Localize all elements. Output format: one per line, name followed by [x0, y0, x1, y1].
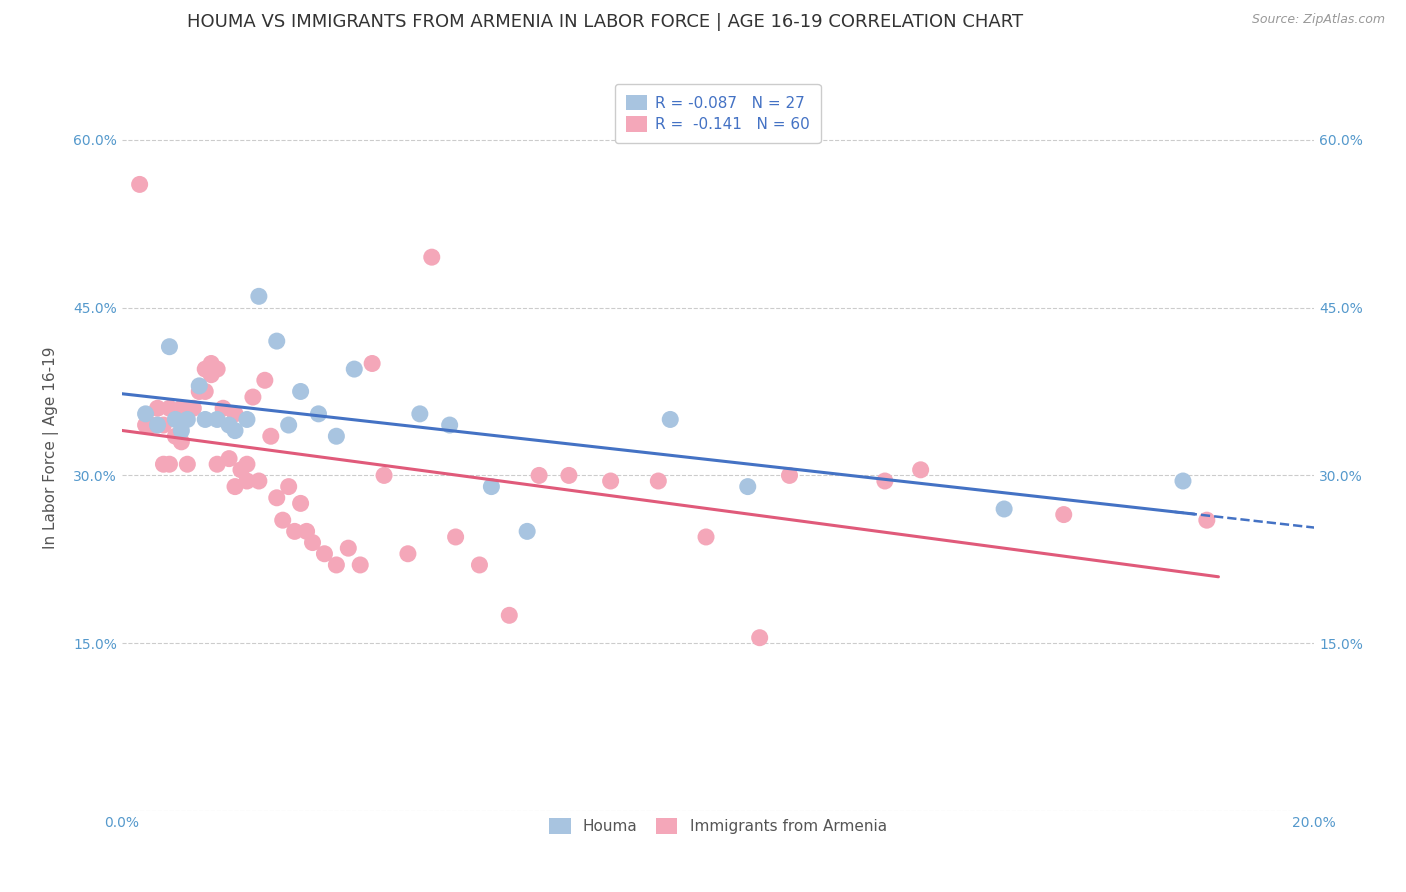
Point — [205, 362, 228, 376]
Point — [170, 424, 193, 438]
Point — [558, 468, 581, 483]
Point — [165, 412, 187, 426]
Point — [343, 362, 366, 376]
Point — [1195, 513, 1218, 527]
Point — [1171, 474, 1194, 488]
Point — [599, 474, 621, 488]
Point — [277, 480, 299, 494]
Point — [194, 362, 217, 376]
Point — [176, 457, 198, 471]
Point — [200, 368, 222, 382]
Point — [253, 373, 276, 387]
Point — [361, 356, 384, 370]
Point — [748, 631, 770, 645]
Point — [260, 429, 283, 443]
Point — [236, 412, 259, 426]
Point — [188, 379, 211, 393]
Point — [229, 463, 252, 477]
Point — [135, 418, 157, 433]
Point — [290, 496, 312, 510]
Point — [224, 480, 246, 494]
Point — [1053, 508, 1076, 522]
Point — [271, 513, 294, 527]
Point — [236, 457, 259, 471]
Point — [266, 334, 288, 348]
Point — [165, 429, 187, 443]
Point — [779, 468, 801, 483]
Point — [295, 524, 318, 539]
Point — [152, 457, 174, 471]
Point — [325, 429, 347, 443]
Point — [170, 401, 193, 416]
Point — [516, 524, 538, 539]
Point — [194, 384, 217, 399]
Point — [218, 418, 240, 433]
Point — [159, 340, 181, 354]
Point — [159, 457, 181, 471]
Point — [468, 558, 491, 572]
Point — [337, 541, 360, 556]
Point — [308, 407, 330, 421]
Point — [737, 480, 759, 494]
Point — [141, 418, 163, 433]
Point — [349, 558, 371, 572]
Point — [910, 463, 932, 477]
Point — [247, 289, 270, 303]
Point — [176, 412, 198, 426]
Point — [444, 530, 467, 544]
Point — [527, 468, 550, 483]
Point — [146, 401, 169, 416]
Point — [224, 424, 246, 438]
Point — [373, 468, 395, 483]
Legend: Houma, Immigrants from Armenia: Houma, Immigrants from Armenia — [540, 809, 896, 844]
Point — [218, 451, 240, 466]
Point — [420, 250, 443, 264]
Point — [200, 356, 222, 370]
Point — [242, 390, 264, 404]
Point — [409, 407, 432, 421]
Point — [146, 418, 169, 433]
Point — [993, 502, 1015, 516]
Point — [194, 412, 217, 426]
Text: HOUMA VS IMMIGRANTS FROM ARMENIA IN LABOR FORCE | AGE 16-19 CORRELATION CHART: HOUMA VS IMMIGRANTS FROM ARMENIA IN LABO… — [187, 13, 1022, 31]
Point — [152, 418, 174, 433]
Point — [205, 457, 228, 471]
Point — [266, 491, 288, 505]
Point — [277, 418, 299, 433]
Point — [439, 418, 461, 433]
Point — [205, 412, 228, 426]
Point — [873, 474, 896, 488]
Point — [236, 474, 259, 488]
Text: Source: ZipAtlas.com: Source: ZipAtlas.com — [1251, 13, 1385, 27]
Point — [181, 401, 204, 416]
Point — [498, 608, 520, 623]
Point — [188, 384, 211, 399]
Point — [396, 547, 419, 561]
Point — [224, 407, 246, 421]
Point — [159, 401, 181, 416]
Point — [247, 474, 270, 488]
Point — [301, 535, 323, 549]
Point — [284, 524, 307, 539]
Point — [170, 434, 193, 449]
Point — [135, 407, 157, 421]
Point — [325, 558, 347, 572]
Point — [212, 401, 235, 416]
Point — [659, 412, 682, 426]
Point — [314, 547, 336, 561]
Point — [479, 480, 502, 494]
Point — [128, 178, 150, 192]
Y-axis label: In Labor Force | Age 16-19: In Labor Force | Age 16-19 — [44, 346, 59, 549]
Point — [290, 384, 312, 399]
Point — [647, 474, 669, 488]
Point — [695, 530, 717, 544]
